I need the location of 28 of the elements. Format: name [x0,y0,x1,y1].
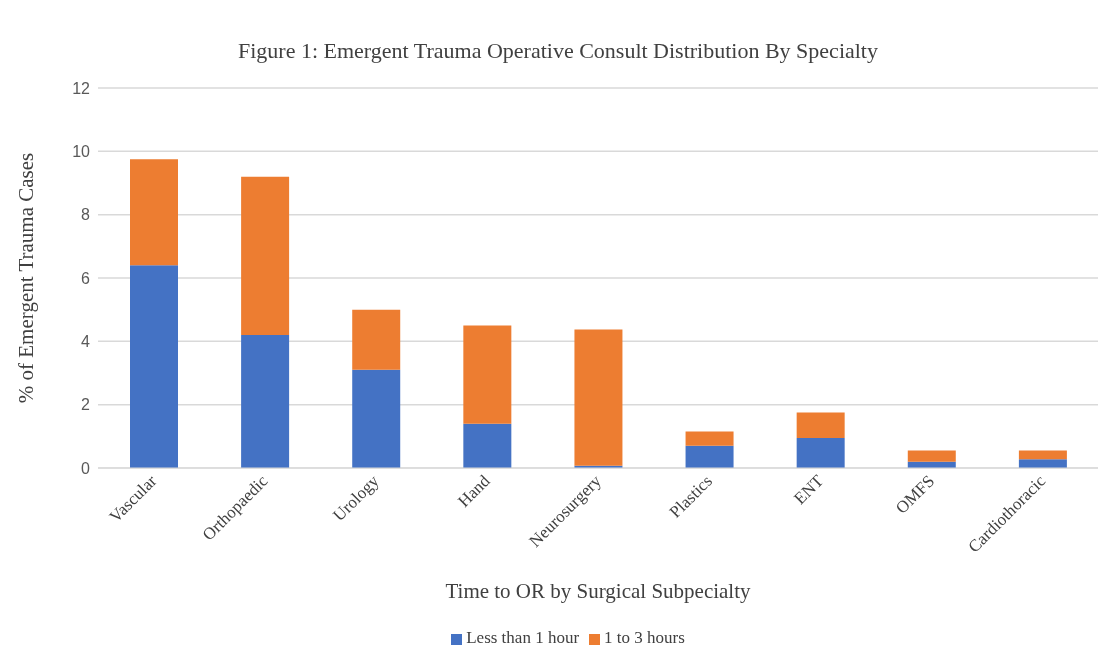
bar [241,176,290,335]
chart-title: Figure 1: Emergent Trauma Operative Consult Distribution By Specialty [237,38,879,64]
bar [463,325,512,424]
bar [574,329,623,466]
y-tick-label: 4 [81,333,91,351]
y-tick-label: 8 [81,206,91,224]
x-axis-title: Time to OR by Surgical Subpecialty [445,579,752,603]
bar [352,309,401,370]
bar [685,445,734,468]
y-tick-label: 6 [81,269,91,287]
legend-label: Less than 1 hour [466,628,580,645]
bar [463,423,512,468]
bar [1018,450,1067,460]
y-tick-label: 12 [72,79,91,97]
y-axis-title: % of Emergent Trauma Cases [14,152,39,404]
bar [685,431,734,446]
bar [907,450,956,462]
bar [130,265,178,468]
bar [241,335,290,468]
legend-label: 1 to 3 hours [604,628,685,645]
bar [352,369,401,468]
y-tick-label: 0 [81,459,91,477]
bar [130,159,178,266]
y-tick-label: 10 [72,143,91,161]
bar [796,437,845,468]
bar [796,412,845,438]
y-tick-label: 2 [81,396,91,414]
bar [1018,459,1067,468]
